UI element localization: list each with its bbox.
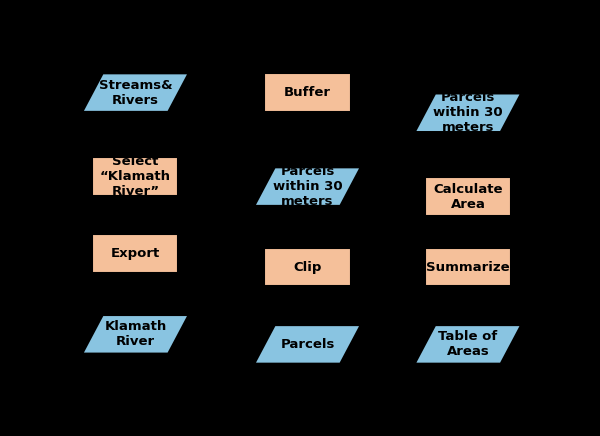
- Bar: [425, 248, 511, 286]
- Text: Clip: Clip: [293, 261, 322, 274]
- Polygon shape: [82, 73, 188, 112]
- Text: Parcels
within 30
meters: Parcels within 30 meters: [272, 165, 343, 208]
- Text: Table of
Areas: Table of Areas: [438, 330, 497, 358]
- Polygon shape: [82, 315, 188, 354]
- Bar: [92, 235, 178, 273]
- Bar: [265, 73, 350, 112]
- Polygon shape: [254, 325, 361, 364]
- Text: Summarize: Summarize: [426, 261, 510, 274]
- Text: Export: Export: [111, 247, 160, 260]
- Bar: [92, 157, 178, 196]
- Bar: [265, 248, 350, 286]
- Text: Calculate
Area: Calculate Area: [433, 183, 503, 211]
- Text: Parcels
within 30
meters: Parcels within 30 meters: [433, 91, 503, 134]
- Text: Streams&
Rivers: Streams& Rivers: [98, 78, 172, 107]
- Text: Buffer: Buffer: [284, 86, 331, 99]
- Polygon shape: [415, 93, 521, 132]
- Bar: [425, 177, 511, 216]
- Text: Select
“Klamath
River”: Select “Klamath River”: [100, 155, 171, 198]
- Polygon shape: [254, 167, 361, 206]
- Text: Parcels: Parcels: [280, 338, 335, 351]
- Polygon shape: [415, 325, 521, 364]
- Text: Klamath
River: Klamath River: [104, 320, 167, 348]
